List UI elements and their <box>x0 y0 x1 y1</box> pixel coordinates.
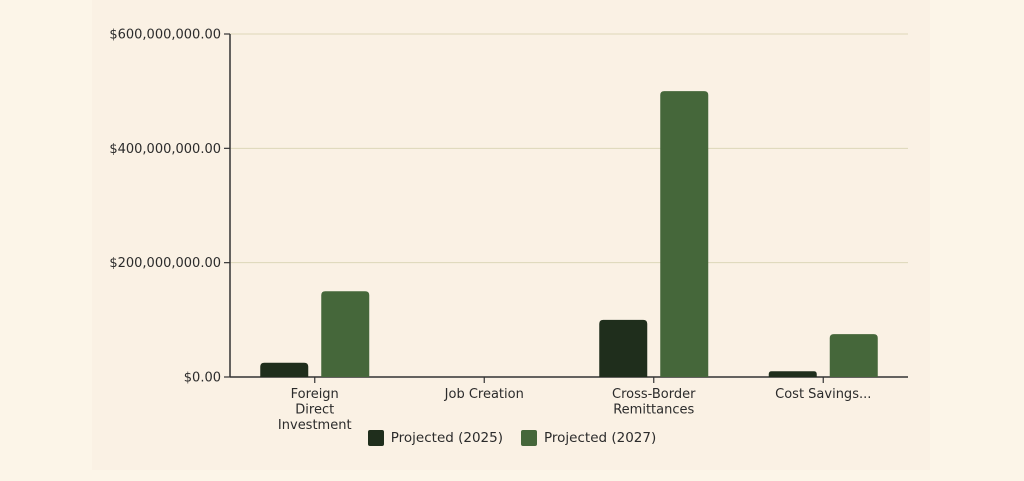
legend-swatch-2025 <box>367 430 384 446</box>
legend-item-2025[interactable]: Projected (2025) <box>367 430 503 446</box>
y-tick-label: $400,000,000.00 <box>109 142 221 157</box>
x-category-label: Cross-Border Remittances <box>612 387 696 418</box>
legend-item-2027[interactable]: Projected (2027) <box>521 430 656 446</box>
legend-label-2027: Projected (2027) <box>544 430 657 446</box>
y-tick-label: $600,000,000.00 <box>109 28 221 43</box>
x-category-label: Job Creation <box>444 387 524 402</box>
bar-2027 <box>321 291 370 377</box>
bar-2027 <box>829 334 878 377</box>
chart-legend: Projected (2025) Projected (2027) <box>0 430 1024 446</box>
x-category-label: Cost Savings... <box>775 387 871 402</box>
legend-label-2025: Projected (2025) <box>390 430 503 446</box>
chart-background <box>92 0 930 470</box>
bar-2025 <box>260 362 309 377</box>
bar-2025 <box>599 319 648 377</box>
y-tick-label: $0.00 <box>184 371 221 386</box>
x-category-label: Foreign Direct Investment <box>278 387 352 433</box>
legend-swatch-2027 <box>521 430 537 446</box>
bar-2025 <box>768 371 817 377</box>
y-tick-label: $200,000,000.00 <box>109 256 221 271</box>
bar-2027 <box>660 91 709 378</box>
